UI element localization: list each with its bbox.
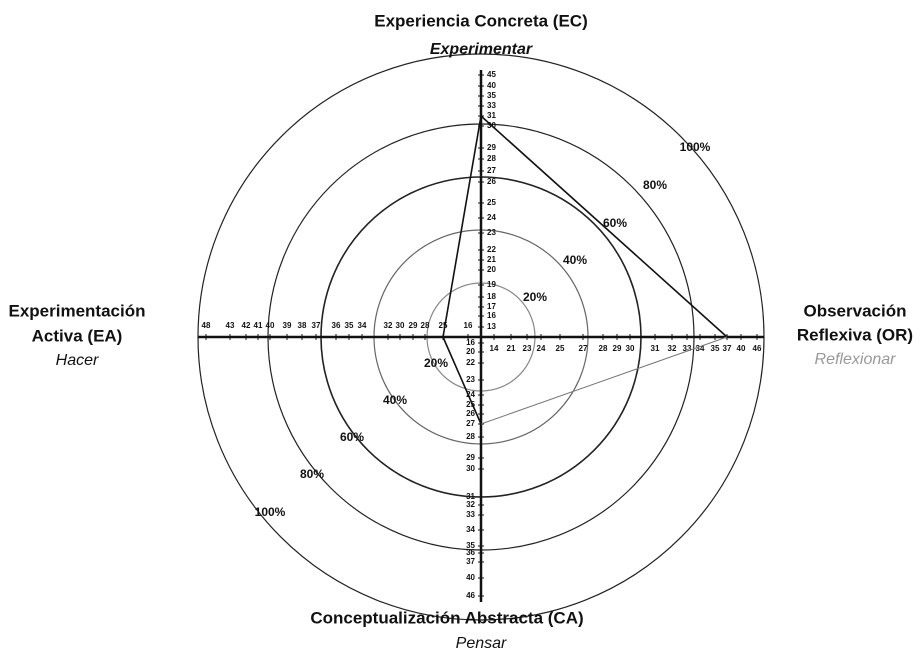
left-subtitle: Hacer [56,352,99,369]
tick-label: 36 [466,548,475,557]
tick-label: 29 [409,321,418,330]
tick-label: 17 [487,302,496,311]
tick-label: 35 [487,91,496,100]
tick-label: 24 [487,213,496,222]
tick-label: 16 [466,338,475,347]
tick-label: 45 [487,70,496,79]
right-title: Reflexiva (OR) [797,325,913,344]
tick-label: 20 [466,347,475,356]
tick-label: 25 [556,344,565,353]
tick-label: 20 [487,265,496,274]
tick-label: 34 [696,344,705,353]
tick-label: 22 [487,245,496,254]
tick-label: 25 [487,198,496,207]
tick-label: 29 [487,143,496,152]
tick-label: 21 [507,344,516,353]
tick-label: 32 [466,500,475,509]
tick-label: 29 [613,344,622,353]
tick-label: 16 [487,311,496,320]
percent-label: 100% [680,140,711,154]
tick-label: 42 [242,321,251,330]
tick-label: 48 [202,321,211,330]
tick-label: 35 [345,321,354,330]
percent-label: 60% [603,216,627,230]
tick-label: 46 [753,344,762,353]
tick-label: 23 [523,344,532,353]
tick-label: 28 [599,344,608,353]
tick-label: 40 [487,81,496,90]
tick-label: 33 [683,344,692,353]
tick-label: 34 [466,525,475,534]
tick-label: 30 [396,321,405,330]
tick-label: 22 [466,358,475,367]
tick-label: 23 [466,375,475,384]
tick-label: 26 [466,409,475,418]
tick-label: 40 [466,573,475,582]
tick-label: 35 [466,541,475,550]
tick-label: 31 [466,492,475,501]
tick-label: 18 [487,292,496,301]
right-title: Observación [804,301,907,320]
bottom-title: Conceptualización Abstracta (CA) [310,608,583,627]
tick-label: 25 [439,321,448,330]
tick-label: 23 [487,228,496,237]
tick-label: 28 [421,321,430,330]
tick-label: 27 [579,344,588,353]
tick-label: 32 [668,344,677,353]
percent-label: 60% [340,430,364,444]
tick-label: 31 [651,344,660,353]
top-title: Experiencia Concreta (EC) [374,11,588,30]
tick-label: 27 [466,419,475,428]
tick-label: 37 [312,321,321,330]
percent-label: 100% [255,505,286,519]
percent-label: 80% [643,178,667,192]
tick-label: 39 [283,321,292,330]
tick-label: 29 [466,453,475,462]
profile-edge [480,336,728,425]
tick-label: 35 [711,344,720,353]
tick-label: 21 [487,255,496,264]
tick-label: 37 [466,557,475,566]
tick-label: 33 [466,510,475,519]
tick-label: 46 [466,591,475,600]
tick-label: 24 [537,344,546,353]
profile-edge [442,336,482,425]
tick-label: 16 [464,321,473,330]
percent-label: 40% [383,393,407,407]
percent-label: 20% [523,290,547,304]
tick-label: 34 [358,321,367,330]
tick-label: 37 [723,344,732,353]
profile-edge [442,115,482,338]
tick-label: 28 [487,154,496,163]
percent-label: 40% [563,253,587,267]
tick-label: 27 [487,166,496,175]
tick-label: 43 [226,321,235,330]
tick-label: 40 [737,344,746,353]
tick-label: 30 [466,464,475,473]
tick-label: 14 [490,344,499,353]
left-title: Experimentación [9,301,146,320]
tick-label: 40 [266,321,275,330]
tick-label: 36 [332,321,341,330]
percent-label: 20% [424,356,448,370]
tick-label: 38 [298,321,307,330]
tick-label: 33 [487,101,496,110]
right-subtitle: Reflexionar [815,351,897,368]
profile-edge [480,115,728,338]
tick-label: 24 [466,390,475,399]
tick-label: 31 [487,111,496,120]
percent-label: 80% [300,467,324,481]
left-title: Activa (EA) [32,326,123,345]
tick-label: 19 [487,280,496,289]
tick-label: 41 [254,321,263,330]
tick-label: 13 [487,322,496,331]
tick-label: 26 [487,177,496,186]
tick-label: 28 [466,432,475,441]
tick-label: 32 [384,321,393,330]
tick-label: 30 [626,344,635,353]
bottom-subtitle: Pensar [456,635,507,652]
tick-label: 25 [466,400,475,409]
top-subtitle: Experimentar [430,41,533,58]
